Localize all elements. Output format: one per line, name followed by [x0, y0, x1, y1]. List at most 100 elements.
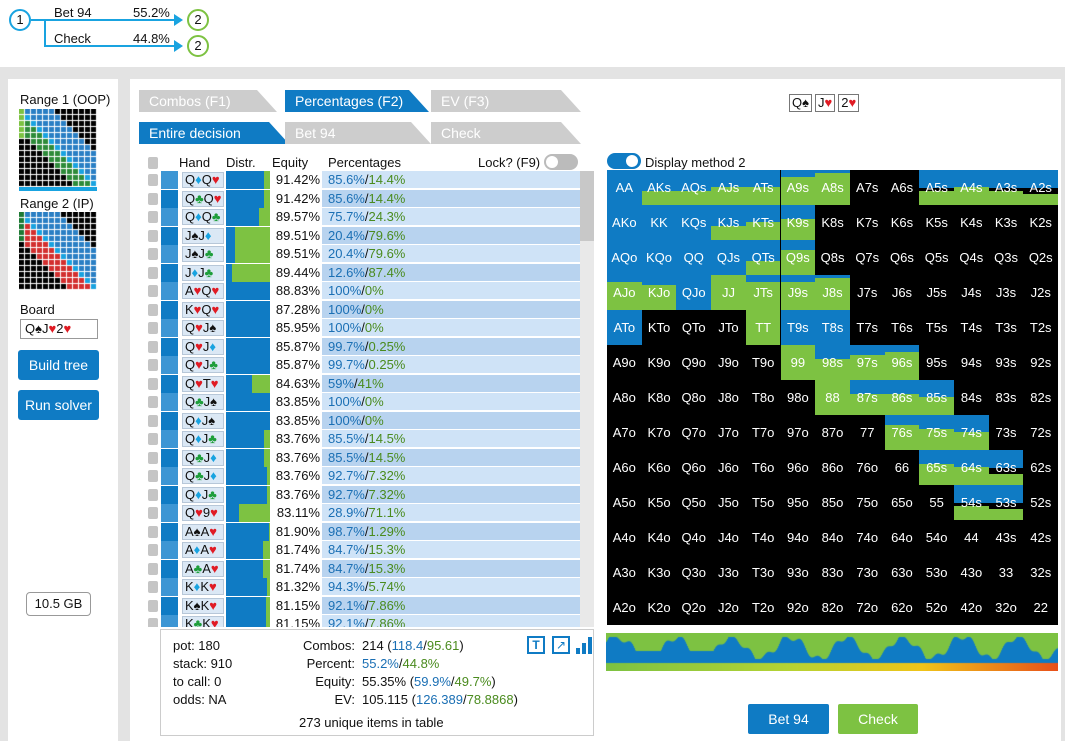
grid-cell[interactable]: Q5s — [919, 240, 954, 275]
grid-cell[interactable]: 63s — [988, 450, 1024, 485]
grid-cell[interactable]: 98s — [815, 345, 850, 380]
grid-cell[interactable]: 72o — [850, 590, 885, 625]
grid-cell[interactable]: 72s — [1023, 415, 1058, 450]
lock-icon[interactable] — [148, 433, 158, 445]
grid-cell[interactable]: J6o — [711, 450, 746, 485]
grid-cell[interactable]: 77 — [850, 415, 885, 450]
grid-cell[interactable]: KK — [641, 205, 677, 240]
tab-percentages[interactable]: Percentages (F2) — [285, 90, 429, 112]
grid-cell[interactable]: T9o — [746, 345, 781, 380]
grid-cell[interactable]: 42s — [1023, 520, 1058, 555]
grid-cell[interactable]: AA — [607, 170, 642, 205]
grid-cell[interactable]: KTo — [642, 310, 677, 345]
grid-cell[interactable]: 87s — [849, 380, 885, 415]
grid-cell[interactable]: A5o — [607, 485, 642, 520]
lock-icon[interactable] — [148, 359, 158, 371]
grid-cell[interactable]: 74o — [850, 520, 885, 555]
percentages-header[interactable]: Percentages — [328, 155, 401, 170]
grid-cell[interactable]: KTs — [745, 205, 781, 240]
grid-cell[interactable]: 73s — [989, 415, 1024, 450]
grid-cell[interactable]: A2o — [607, 590, 642, 625]
grid-cell[interactable]: 99 — [780, 345, 816, 380]
table-row[interactable]: K♣K♥ 81.15% 92.1%/7.86% — [142, 615, 580, 627]
grid-cell[interactable]: 96o — [781, 450, 816, 485]
grid-cell[interactable]: Q4o — [676, 520, 711, 555]
grid-cell[interactable]: ATo — [607, 310, 642, 345]
grid-cell[interactable]: 64s — [954, 450, 989, 485]
grid-cell[interactable]: J8s — [815, 275, 850, 310]
table-scrollbar-thumb[interactable] — [580, 171, 594, 241]
grid-cell[interactable]: 74s — [954, 415, 989, 450]
grid-cell[interactable]: 86o — [815, 450, 850, 485]
table-row[interactable]: K♦K♥ 81.32% 94.3%/5.74% — [142, 578, 580, 596]
grid-cell[interactable]: JJ — [711, 275, 746, 310]
grid-cell[interactable]: 88 — [815, 380, 850, 415]
lock-icon[interactable] — [148, 192, 158, 205]
grid-cell[interactable]: J6s — [885, 275, 920, 310]
table-scrollbar[interactable] — [580, 171, 594, 627]
grid-cell[interactable]: J3o — [711, 555, 746, 590]
table-row[interactable]: Q♥T♥ 84.63% 59%/41% — [142, 374, 580, 393]
grid-cell[interactable]: 97o — [781, 415, 816, 450]
lock-toggle[interactable] — [544, 154, 578, 170]
grid-cell[interactable]: 52o — [919, 590, 954, 625]
grid-cell[interactable]: K7o — [642, 415, 677, 450]
grid-cell[interactable]: 92o — [781, 590, 816, 625]
grid-cell[interactable]: 92s — [1023, 345, 1058, 380]
grid-cell[interactable]: A4o — [607, 520, 642, 555]
table-row[interactable]: K♠K♥ 81.15% 92.1%/7.86% — [142, 596, 580, 615]
table-row[interactable]: Q♣J♦ 83.76% 92.7%/7.32% — [142, 467, 580, 485]
grid-cell[interactable]: T9s — [780, 310, 816, 345]
table-row[interactable]: A♣A♥ 81.74% 84.7%/15.3% — [142, 559, 580, 578]
grid-cell[interactable]: AQo — [607, 240, 642, 275]
grid-cell[interactable]: Q8o — [676, 380, 711, 415]
table-row[interactable]: Q♥J♦ 85.87% 99.7%/0.25% — [142, 337, 580, 356]
grid-cell[interactable]: Q5o — [676, 485, 711, 520]
table-row[interactable]: Q♣Q♥ 91.42% 85.6%/14.4% — [142, 189, 580, 208]
grid-cell[interactable]: 76o — [850, 450, 885, 485]
grid-cell[interactable]: 83s — [989, 380, 1024, 415]
grid-cell[interactable]: 53o — [919, 555, 954, 590]
grid-cell[interactable]: J5o — [711, 485, 746, 520]
grid-cell[interactable]: J9o — [711, 345, 746, 380]
grid-cell[interactable]: Q2s — [1023, 240, 1058, 275]
grid-cell[interactable]: J9s — [780, 275, 816, 310]
text-view-icon[interactable]: T — [527, 636, 545, 654]
lock-icon[interactable] — [148, 507, 158, 519]
grid-cell[interactable]: ATs — [745, 170, 781, 205]
grid-cell[interactable]: 66 — [885, 450, 920, 485]
grid-cell[interactable]: 84s — [954, 380, 989, 415]
grid-cell[interactable]: A5s — [919, 170, 954, 205]
grid-cell[interactable]: 85s — [919, 380, 954, 415]
grid-cell[interactable]: J7s — [850, 275, 885, 310]
grid-cell[interactable]: 33 — [989, 555, 1024, 590]
grid-cell[interactable]: Q6s — [885, 240, 920, 275]
lock-icon[interactable] — [148, 229, 158, 242]
grid-cell[interactable]: 32s — [1023, 555, 1058, 590]
table-row[interactable]: Q♥J♠ 85.95% 100%/0% — [142, 319, 580, 337]
grid-cell[interactable]: J2s — [1023, 275, 1058, 310]
grid-cell[interactable]: 54s — [954, 485, 989, 520]
grid-cell[interactable]: K6o — [642, 450, 677, 485]
lock-icon[interactable] — [148, 248, 158, 260]
grid-cell[interactable]: A7o — [607, 415, 642, 450]
grid-cell[interactable]: 53s — [988, 485, 1024, 520]
tree-check-node[interactable]: 2 — [187, 35, 209, 57]
grid-cell[interactable]: T8s — [815, 310, 850, 345]
grid-cell[interactable]: JTo — [711, 310, 746, 345]
grid-cell[interactable]: AKs — [641, 170, 677, 205]
table-row[interactable]: J♦J♣ 89.44% 12.6%/87.4% — [142, 263, 580, 282]
grid-cell[interactable]: 32o — [989, 590, 1024, 625]
grid-cell[interactable]: J5s — [919, 275, 954, 310]
grid-cell[interactable]: 43s — [989, 520, 1024, 555]
grid-cell[interactable]: QQ — [676, 240, 712, 275]
lock-icon[interactable] — [148, 266, 158, 279]
table-row[interactable]: Q♥9♥ 83.11% 28.9%/71.1% — [142, 504, 580, 522]
tree-root-node[interactable]: 1 — [9, 9, 31, 31]
grid-cell[interactable]: J7o — [711, 415, 746, 450]
lock-icon[interactable] — [148, 322, 158, 334]
grid-cell[interactable]: 87o — [815, 415, 850, 450]
grid-cell[interactable]: A3o — [607, 555, 642, 590]
grid-cell[interactable]: A9o — [607, 345, 642, 380]
grid-cell[interactable]: J8o — [711, 380, 746, 415]
